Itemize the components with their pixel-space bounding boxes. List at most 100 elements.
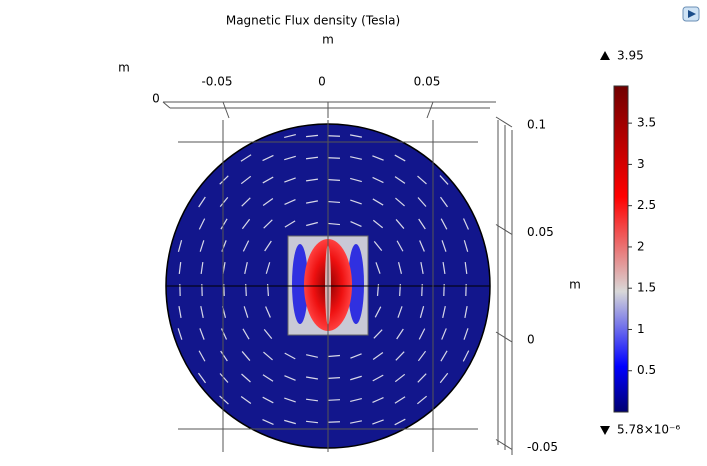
- field-arrow: [350, 420, 362, 424]
- field-arrow: [305, 134, 319, 138]
- x-axis-label: m: [322, 33, 334, 47]
- field-arrow: [178, 261, 182, 275]
- colorbar-tick-label: 1.5: [637, 281, 656, 295]
- field-arrow: [439, 196, 449, 208]
- field-arrow: [441, 240, 447, 252]
- field-arrow: [284, 133, 296, 139]
- field-arrow: [395, 219, 405, 229]
- field-arrow: [220, 350, 228, 362]
- field-arrow: [306, 221, 318, 227]
- y-tick-label: 0: [527, 333, 535, 347]
- colorbar-tick-label: 3.5: [637, 116, 656, 130]
- field-arrow: [327, 377, 341, 379]
- colorbar-tick-label: 0.5: [637, 363, 656, 377]
- field-arrow: [220, 328, 228, 340]
- field-arrow: [372, 352, 384, 360]
- field-arrow: [394, 373, 406, 383]
- field-arrow: [198, 350, 206, 362]
- field-arrow: [395, 351, 405, 361]
- y-axis-label: m: [569, 278, 581, 292]
- field-arrow: [242, 240, 250, 252]
- colorbar-max-label: 3.95: [617, 49, 644, 63]
- field-arrow: [262, 176, 274, 184]
- field-arrow: [372, 155, 384, 161]
- field-arrow: [220, 218, 228, 230]
- field-arrow: [240, 396, 252, 404]
- z-tick: [162, 101, 171, 109]
- field-arrow: [372, 219, 384, 229]
- max-marker: [600, 51, 610, 60]
- field-arrow: [305, 376, 319, 380]
- field-arrow: [327, 157, 341, 159]
- field-arrow: [349, 134, 363, 138]
- field-arrow: [350, 375, 362, 381]
- field-arrow: [197, 372, 207, 384]
- field-arrow: [417, 350, 427, 362]
- field-arrow: [418, 218, 426, 230]
- field-arrow: [464, 261, 468, 275]
- field-arrow: [219, 196, 229, 208]
- field-arrow: [442, 306, 446, 318]
- field-arrow: [305, 200, 319, 204]
- field-arrow: [442, 261, 446, 275]
- field-arrow: [219, 373, 229, 383]
- x-tick: [426, 101, 434, 119]
- field-arrow: [263, 328, 273, 340]
- field-arrow: [200, 261, 204, 275]
- field-arrow: [439, 372, 449, 384]
- field-arrow: [284, 375, 296, 381]
- y-tick: [495, 116, 513, 128]
- field-arrow: [198, 196, 206, 208]
- axis-frame: [163, 101, 513, 455]
- field-arrow: [284, 198, 296, 206]
- field-arrow: [463, 240, 469, 252]
- field-arrow: [240, 154, 252, 162]
- field-arrow: [305, 398, 319, 402]
- field-arrow: [417, 197, 427, 207]
- field-arrow: [417, 373, 427, 383]
- field-arrow: [417, 175, 427, 185]
- field-arrow: [241, 197, 251, 207]
- field-arrow: [420, 261, 424, 275]
- field-arrow: [419, 306, 425, 318]
- field-arrow: [440, 350, 448, 362]
- field-arrow: [242, 328, 250, 340]
- colorbar-tick-label: 1: [637, 322, 645, 336]
- y-tick: [495, 439, 513, 450]
- field-arrow: [462, 350, 470, 362]
- field-arrow: [397, 262, 403, 274]
- field-arrow: [240, 175, 252, 185]
- z-axis-label: m: [118, 61, 130, 75]
- field-arrow: [462, 218, 470, 230]
- logo: [682, 6, 700, 22]
- field-arrow: [262, 419, 274, 425]
- field-arrow: [463, 328, 469, 340]
- field-arrow: [200, 306, 204, 318]
- field-arrow: [396, 240, 404, 252]
- field-arrow: [178, 305, 182, 319]
- field-arrow: [199, 328, 205, 340]
- field-arrow: [177, 328, 183, 340]
- field-arrow: [306, 354, 318, 358]
- field-arrow: [374, 306, 382, 318]
- field-arrow: [464, 305, 468, 319]
- x-tick-label: 0: [318, 75, 326, 89]
- field-arrow: [265, 262, 271, 274]
- field-arrow: [327, 399, 341, 401]
- field-arrow: [373, 240, 383, 252]
- field-arrow: [284, 155, 296, 161]
- field-arrow: [262, 396, 274, 404]
- field-arrow: [396, 328, 404, 340]
- y-tick: [495, 331, 513, 343]
- field-arrow: [440, 218, 448, 230]
- field-arrow: [441, 328, 447, 340]
- field-arrow: [262, 374, 274, 382]
- x-tick-label: -0.05: [201, 75, 232, 89]
- field-arrow: [397, 306, 403, 318]
- field-arrow: [439, 175, 449, 185]
- field-arrow: [241, 218, 251, 230]
- field-arrow: [350, 177, 362, 183]
- field-arrow: [372, 198, 384, 206]
- field-arrow: [418, 328, 426, 340]
- field-arrow: [327, 354, 341, 358]
